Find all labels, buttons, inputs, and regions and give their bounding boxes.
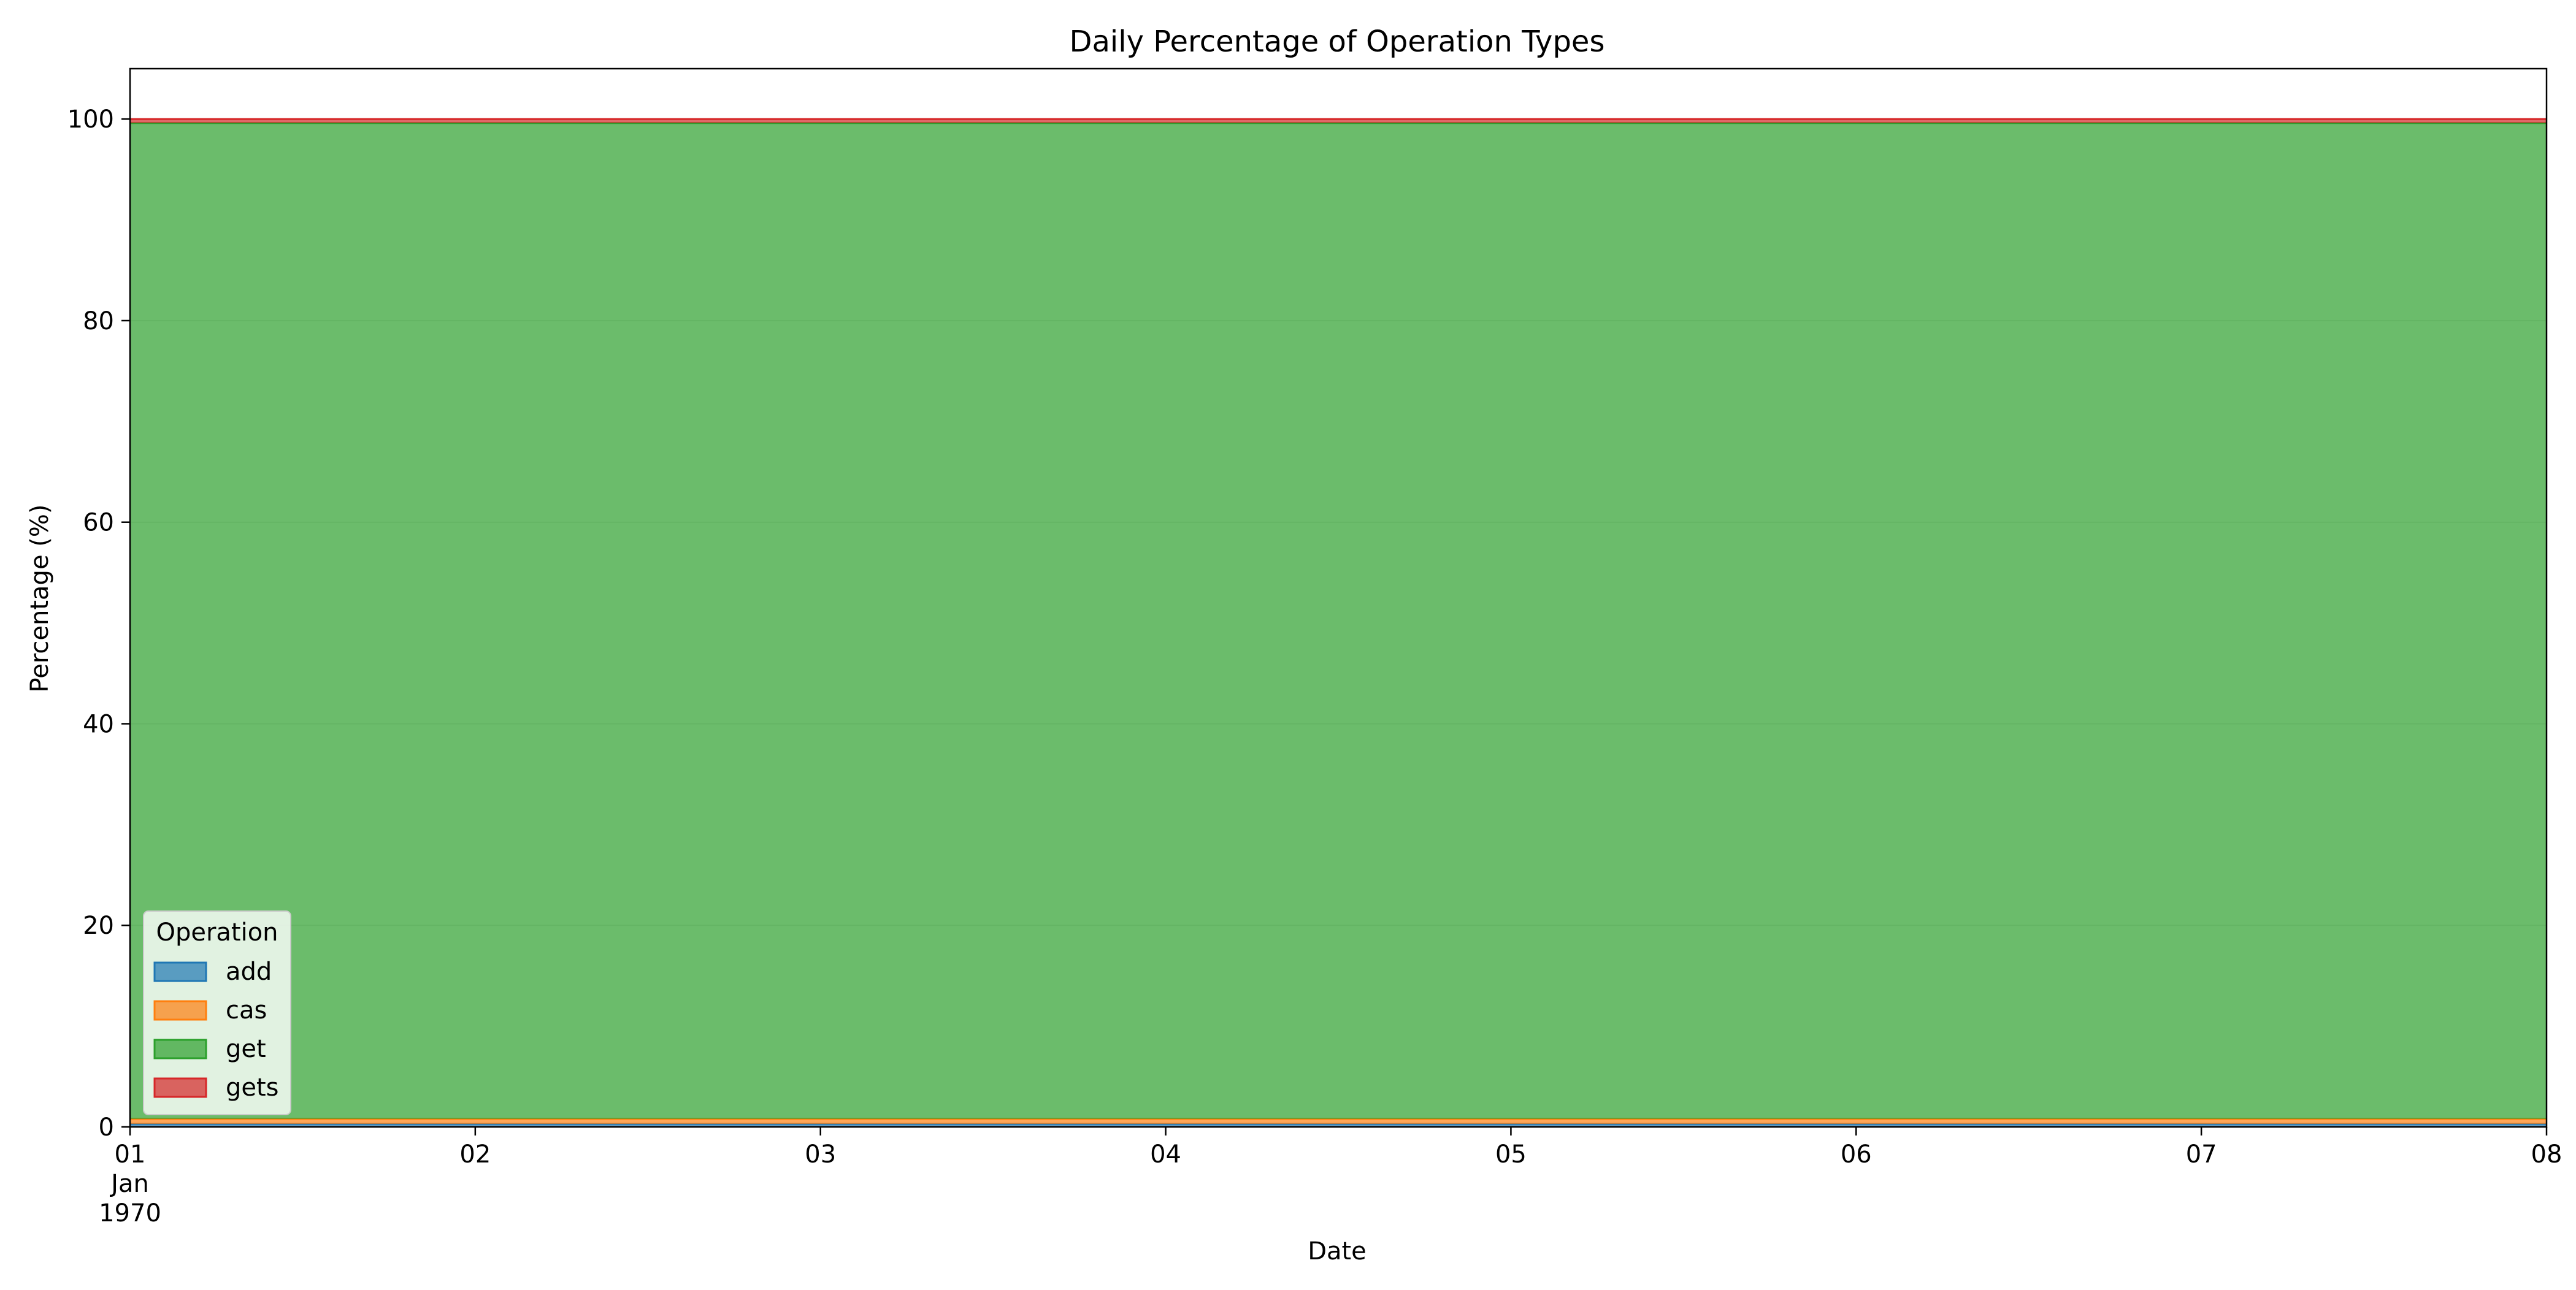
legend-label-cas: cas bbox=[226, 996, 267, 1025]
y-tick-label: 40 bbox=[83, 710, 114, 738]
x-tick-label: 03 bbox=[805, 1140, 836, 1169]
chart-title: Daily Percentage of Operation Types bbox=[1070, 25, 1605, 59]
x-tick-label: 07 bbox=[2186, 1140, 2217, 1169]
legend-label-get: get bbox=[226, 1035, 266, 1063]
y-tick-label: 20 bbox=[83, 912, 114, 940]
legend-swatch-gets bbox=[153, 1077, 207, 1098]
x-tick-label: Jan bbox=[109, 1170, 149, 1198]
x-tick-label: 04 bbox=[1150, 1140, 1181, 1169]
x-tick-label: 01 bbox=[115, 1140, 146, 1169]
y-tick-label: 100 bbox=[67, 105, 114, 134]
x-tick-label: 05 bbox=[1495, 1140, 1527, 1169]
y-tick-label: 0 bbox=[99, 1113, 114, 1142]
series-areas bbox=[130, 118, 2547, 1127]
y-tick-label: 80 bbox=[83, 307, 114, 335]
x-tick-label: 08 bbox=[2531, 1140, 2563, 1169]
x-tick-label: 02 bbox=[459, 1140, 491, 1169]
axes bbox=[129, 67, 2548, 1128]
legend-label-gets: gets bbox=[226, 1074, 279, 1102]
area-cas bbox=[130, 1118, 2547, 1124]
area-get bbox=[130, 123, 2547, 1119]
y-axis-label: Percentage (%) bbox=[26, 505, 54, 693]
area-gets bbox=[130, 119, 2547, 123]
x-axis-label: Date bbox=[1308, 1237, 1367, 1265]
legend-swatch-add bbox=[153, 961, 207, 982]
x-tick-label: 06 bbox=[1841, 1140, 1872, 1169]
y-tick-label: 60 bbox=[83, 509, 114, 537]
x-tick-label: 1970 bbox=[99, 1199, 161, 1227]
legend-swatch-cas bbox=[153, 1000, 207, 1021]
legend-swatch-get bbox=[153, 1039, 207, 1059]
legend: Operation add cas get gets bbox=[143, 910, 291, 1115]
plot-frame bbox=[129, 67, 2548, 1128]
legend-title: Operation bbox=[156, 918, 278, 947]
legend-label-add: add bbox=[226, 958, 272, 986]
